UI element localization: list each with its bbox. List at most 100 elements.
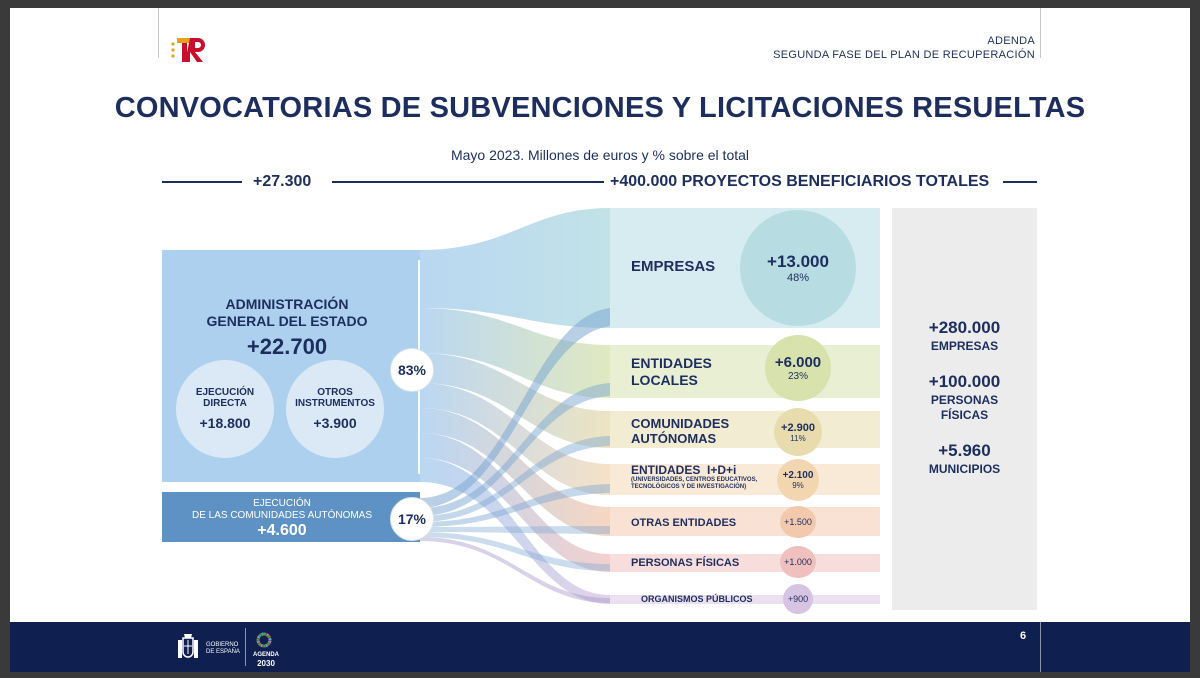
category-circle-locales: +6.000 23% [765,335,831,401]
rule-middle [332,181,604,183]
subcircle-value: +3.900 [313,415,357,431]
category-label-line2: AUTÓNOMAS [631,431,717,446]
category-label-locales: ENTIDADES LOCALES [631,355,712,389]
ccaa-box: EJECUCIÓN DE LAS COMUNIDADES AUTÓNOMAS +… [162,492,420,542]
band-idi [610,464,880,495]
flow-ccaa-ccaa [420,436,610,522]
header-divider-right [1040,8,1041,58]
category-value: +2.900 [781,421,815,434]
category-value: +1.500 [784,517,812,527]
total-value-personas: +100.000 [928,372,1001,391]
flow-age-locales [420,308,610,398]
age-value: +22.700 [246,334,328,359]
flow-ccaa-locales [420,383,610,516]
category-value: +6.000 [774,354,822,371]
category-circle-personas: +1.000 [780,546,816,578]
category-pct: 48% [786,272,810,284]
subcircle-label-line1: OTROS [317,387,353,398]
total-label-line1: PERSONAS [930,393,999,407]
adenda-line1: ADENDA [987,35,1035,47]
ccaa-pct-badge: 17% [390,497,434,541]
category-circle-otras: +1.500 [780,506,816,538]
footer-right-divider [1040,622,1041,672]
footer-bar: GOBIERNO DE ESPAÑA AGENDA 2030 6 [10,622,1190,672]
ccaa-value: +4.600 [257,522,307,539]
category-label-line1: ENTIDADES [631,355,712,371]
band-organismos [610,595,880,604]
subcircle-label-line2: INSTRUMENTOS [295,398,375,409]
age-title-line1: ADMINISTRACIÓN [225,296,349,312]
total-value-municipios: +5.960 [938,441,991,460]
page-subtitle: Mayo 2023. Millones de euros y % sobre e… [450,147,750,163]
flow-age-empresas [420,208,610,328]
category-circle-comunidades: +2.900 11% [774,408,822,456]
page-number: 6 [1020,630,1027,642]
ccaa-label: EJECUCIÓN DE LAS COMUNIDADES AUTÓNOMAS [162,498,402,522]
ccaa-label-line1: EJECUCIÓN [253,498,311,509]
agenda-2030-wheel-icon [256,632,272,648]
flow-ccaa-empresas [420,308,610,508]
agenda-line2: 2030 [257,659,275,668]
category-value: +2.100 [782,470,814,481]
category-circle-organismos: +900 [783,584,813,614]
total-label-empresas: EMPRESAS [930,339,999,353]
category-label-line3: TECNOLÓGICOS Y DE INVESTIGACIÓN) [631,484,747,490]
category-circle-idi: +2.100 9% [777,459,819,501]
category-value: +1.000 [784,557,812,567]
total-label-personas: PERSONAS FÍSICAS [892,393,1037,423]
subcircle-otros-instrumentos: OTROS INSTRUMENTOS +3.900 [286,360,384,458]
category-value: +13.000 [767,252,829,271]
age-pct-badge: 83% [390,348,434,392]
total-label-municipios: MUNICIPIOS [928,462,1001,476]
age-box: ADMINISTRACIÓN GENERAL DEL ESTADO +22.70… [162,250,420,482]
band-otras [610,507,880,536]
flow-age-ccaa [420,353,610,448]
slide: ADENDA SEGUNDA FASE DEL PLAN DE RECUPERA… [10,8,1190,672]
category-pct: 11% [790,433,806,443]
category-label-comunidades: COMUNIDADES AUTÓNOMAS [631,416,729,446]
top-right-total: +400.000 PROYECTOS BENEFICIARIOS TOTALES [610,173,990,190]
subcircle-label-line2: DIRECTA [203,398,247,409]
gobierno-line1: GOBIERNO [206,642,239,648]
totals-panel: +280.000 EMPRESAS +100.000 PERSONAS FÍSI… [892,208,1037,610]
category-label-organismos: ORGANISMOS PÚBLICOS [641,594,753,604]
rule-left [162,181,242,183]
category-label-line2: LOCALES [631,372,698,388]
category-label-line1: COMUNIDADES [631,416,730,431]
page-title: CONVOCATORIAS DE SUBVENCIONES Y LICITACI… [114,92,1086,124]
age-title: ADMINISTRACIÓN GENERAL DEL ESTADO [162,296,412,330]
total-value-empresas: +280.000 [928,318,1001,337]
subcircle-value: +18.800 [199,415,251,431]
band-locales [610,345,880,398]
gobierno-label: GOBIERNO DE ESPAÑA [206,642,240,656]
category-label-idi: ENTIDADES I+D+i (UNIVERSIDADES, CENTROS … [631,464,757,491]
subcircle-ejecucion-directa: EJECUCIÓN DIRECTA +18.800 [176,360,274,458]
gobierno-line2: DE ESPAÑA [206,649,240,655]
age-title-line2: GENERAL DEL ESTADO [206,313,368,329]
category-label-empresas: EMPRESAS [631,258,716,275]
category-value: +900 [787,594,809,604]
ccaa-label-line2: DE LAS COMUNIDADES AUTÓNOMAS [191,510,373,521]
flow-age-personas [420,433,610,572]
agenda-2030-label: AGENDA 2030 [253,652,279,668]
category-label-otras: OTRAS ENTIDADES [631,517,737,529]
category-pct: 23% [787,371,808,382]
flow-ccaa-idi [420,484,610,527]
header-divider-left [158,8,159,58]
total-label-line2: FÍSICAS [940,408,989,422]
tr-logo-icon [171,38,205,62]
flow-ccaa-personas [420,532,610,571]
agenda-line1: AGENDA [253,652,280,658]
category-label-personas: PERSONAS FÍSICAS [631,557,740,569]
category-pct: 9% [792,481,804,490]
category-circle-empresas: +13.000 48% [740,210,856,326]
band-ccaa [610,411,880,448]
category-label-line1: ENTIDADES I+D+i [631,463,737,477]
coat-of-arms-icon [178,634,198,658]
subcircle-label-line1: EJECUCIÓN [195,387,255,398]
footer-divider [245,628,246,666]
flow-age-organismos [420,458,610,604]
flow-age-otras [420,408,610,536]
top-left-total: +27.300 [253,173,312,190]
flow-ccaa-otras [420,526,610,534]
